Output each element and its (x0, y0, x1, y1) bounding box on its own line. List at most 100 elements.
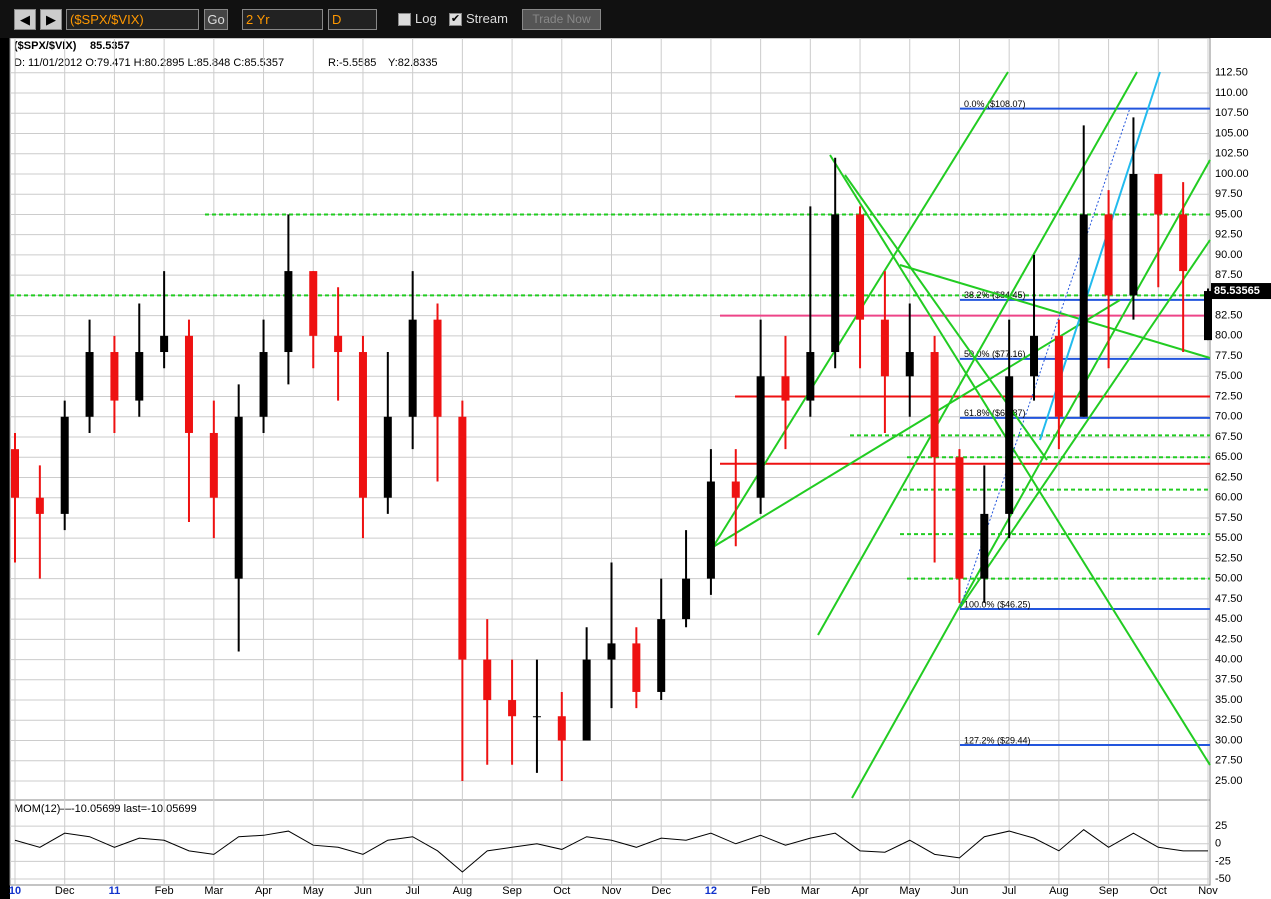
candle-body (731, 481, 740, 498)
x-tick-label: May (899, 885, 920, 897)
x-tick-label: Jul (1002, 885, 1016, 897)
log-label: Log (415, 11, 437, 26)
y-tick-label: 100.00 (1215, 168, 1249, 180)
y-tick-label: 107.50 (1215, 107, 1249, 119)
candle-body (756, 376, 765, 498)
x-tick-label: 10 (9, 885, 21, 897)
x-tick-label: Apr (851, 885, 868, 897)
log-checkbox[interactable] (398, 13, 411, 26)
y-tick-label: 105.00 (1215, 127, 1249, 139)
x-tick-label: Jun (354, 885, 372, 897)
y-tick-label: 37.50 (1215, 674, 1243, 686)
fib-label: 38.2% ($84.45) (964, 290, 1026, 300)
candle-body (657, 619, 666, 692)
y-tick-label: 82.50 (1215, 310, 1243, 322)
stream-checkbox[interactable]: ✔ (449, 13, 462, 26)
plot-frame (9, 38, 1211, 886)
x-tick-label: Oct (1150, 885, 1167, 897)
candle-body (408, 319, 417, 417)
y-tick-label: 75.00 (1215, 370, 1243, 382)
y-tick-label: 72.50 (1215, 390, 1243, 402)
y-tick-label: 65.00 (1215, 451, 1243, 463)
candle-body (259, 352, 268, 417)
candle-body (781, 376, 790, 401)
y-tick-label: 30.00 (1215, 734, 1243, 746)
x-tick-label: Feb (751, 885, 770, 897)
fib-label: 0.0% ($108.07) (964, 99, 1026, 109)
x-tick-label: Jun (951, 885, 969, 897)
candle-body (905, 352, 914, 377)
candle-body (1079, 214, 1088, 417)
ohlc-info: D: 11/01/2012 O:79.471 H:80.2895 L:85.84… (14, 57, 284, 69)
back-button[interactable]: ◀ (14, 9, 36, 30)
last-price-label: 85.53565 (1214, 285, 1260, 297)
fib-label: 100.0% ($46.25) (964, 599, 1031, 609)
momentum-tick-label: 25 (1215, 820, 1227, 832)
fib-label: 50.0% ($77.16) (964, 349, 1026, 359)
candle-body (880, 319, 889, 377)
stream-label: Stream (466, 11, 508, 26)
candle-body (483, 659, 492, 701)
candle-body (1104, 214, 1113, 296)
candle-body (209, 432, 218, 498)
last-price-box (1211, 283, 1271, 300)
candle-body (508, 700, 517, 717)
candle-body (309, 271, 318, 336)
range-select[interactable]: 2 Yr (242, 9, 323, 30)
trendline (899, 264, 1211, 359)
symbol-input[interactable]: ($SPX/$VIX) (66, 9, 199, 30)
y-tick-label: 90.00 (1215, 249, 1243, 261)
x-tick-label: Apr (255, 885, 272, 897)
toolbar: ◀ ▶ ($SPX/$VIX) Go 2 Yr D Log ✔ Stream T… (0, 0, 1271, 38)
y-tick-label: 110.00 (1215, 87, 1248, 99)
go-button[interactable]: Go (204, 9, 228, 30)
y-tick-label: 52.50 (1215, 552, 1243, 564)
y-tick-label: 55.00 (1215, 532, 1243, 544)
x-tick-label: Sep (502, 885, 522, 897)
x-tick-label: Feb (155, 885, 174, 897)
trendline (959, 107, 1131, 609)
candle-body (582, 659, 591, 741)
candle-body (607, 643, 616, 660)
candle-body (831, 214, 840, 353)
y-tick-label: 60.00 (1215, 492, 1243, 504)
candle-body (557, 716, 566, 741)
candle-body (1154, 173, 1163, 215)
candle-body (1030, 335, 1039, 377)
y-tick-label: 47.50 (1215, 593, 1243, 605)
trendline (712, 299, 1121, 548)
candle-body (458, 416, 467, 660)
x-tick-label: May (303, 885, 324, 897)
candle-body (284, 271, 293, 353)
y-tick-label: 35.00 (1215, 694, 1243, 706)
momentum-tick-label: 0 (1215, 838, 1221, 850)
period-select[interactable]: D (328, 9, 377, 30)
y-tick-label: 27.50 (1215, 755, 1243, 767)
forward-button[interactable]: ▶ (40, 9, 62, 30)
y-tick-label: 57.50 (1215, 512, 1243, 524)
y-tick-label: 62.50 (1215, 471, 1243, 483)
y-tick-label: 40.00 (1215, 653, 1243, 665)
candle-body (856, 214, 865, 320)
y-tick-label: 102.50 (1215, 148, 1249, 160)
x-tick-label: 11 (109, 885, 121, 897)
trendline (959, 239, 1211, 609)
trade-now-button[interactable]: Trade Now (522, 9, 601, 30)
y-tick-label: 67.50 (1215, 431, 1243, 443)
x-tick-label: 12 (705, 885, 717, 897)
y-tick-label: 112.50 (1215, 67, 1248, 79)
y-tick-label: 25.00 (1215, 775, 1243, 787)
chart-background (10, 38, 1271, 899)
candle-body (135, 352, 144, 401)
y-tick-label: 70.00 (1215, 411, 1243, 423)
candle-body (1129, 173, 1138, 296)
fib-label: 127.2% ($29.44) (964, 735, 1031, 745)
momentum-legend: —-10.05699 last=-10.05699 (60, 803, 197, 815)
candle-body (11, 449, 19, 498)
x-tick-label: Dec (651, 885, 671, 897)
x-tick-label: Mar (801, 885, 820, 897)
candle-body (184, 335, 193, 433)
candle-body (35, 497, 44, 514)
x-tick-label: Jul (406, 885, 420, 897)
y-tick-label: 42.50 (1215, 633, 1243, 645)
